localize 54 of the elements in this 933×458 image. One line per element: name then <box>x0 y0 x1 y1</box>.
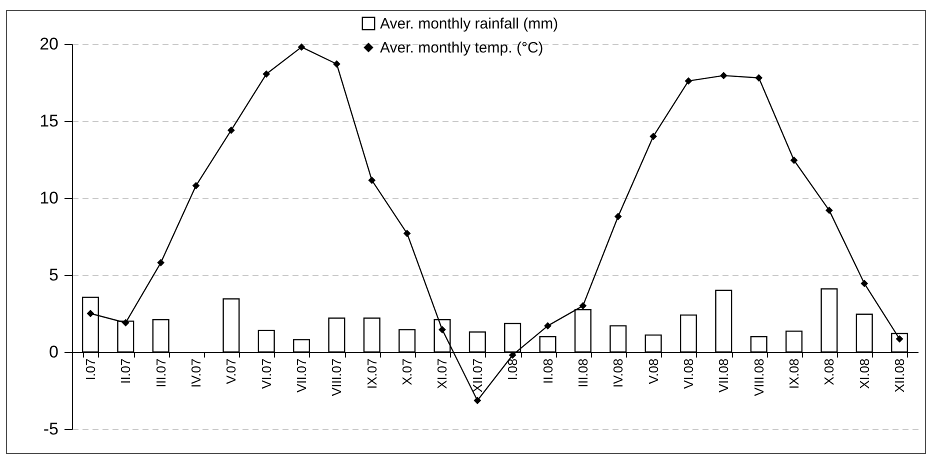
x-tick-label: VIII.07 <box>329 358 344 396</box>
point <box>368 176 376 184</box>
x-tick-label: XI.08 <box>856 358 872 389</box>
x-tick-label: VI.08 <box>680 358 696 389</box>
x-tick-label: I.08 <box>505 358 520 380</box>
x-tick-label: X.08 <box>822 358 837 386</box>
x-tick-label: IX.07 <box>364 358 380 389</box>
point <box>614 212 622 220</box>
x-tick-label: V.07 <box>224 358 239 384</box>
point <box>825 206 833 214</box>
point <box>474 396 482 404</box>
point <box>403 230 411 238</box>
point <box>684 77 692 85</box>
point <box>860 280 868 288</box>
y-tick-label: 15 <box>40 112 58 130</box>
point <box>720 72 728 80</box>
point <box>544 322 552 330</box>
x-tick-label: III.08 <box>575 358 590 388</box>
point <box>227 126 235 134</box>
x-tick-label: X.07 <box>400 358 415 386</box>
point <box>508 351 516 359</box>
y-tick-label: 20 <box>40 34 58 54</box>
point <box>755 74 763 82</box>
y-tick-label: 5 <box>49 266 58 284</box>
x-tick-label: VIII.08 <box>751 358 766 396</box>
y-tick-label: 0 <box>49 342 58 362</box>
point <box>122 319 130 326</box>
x-tick-label: XI.07 <box>434 358 450 389</box>
point <box>579 302 587 310</box>
x-tick-label: VII.08 <box>716 358 732 392</box>
point <box>86 310 94 318</box>
x-tick-label: IV.08 <box>610 358 626 388</box>
x-tick-label: V.08 <box>646 358 661 384</box>
x-tick-label: XII.07 <box>470 358 485 392</box>
x-tick-label: IX.08 <box>786 358 802 389</box>
point <box>650 132 658 140</box>
point <box>298 43 306 51</box>
x-tick-label: IV.07 <box>188 358 204 388</box>
x-tick-label: II.08 <box>540 358 556 384</box>
point <box>192 182 200 190</box>
legend-label: Aver. monthly temp. (°C) <box>380 40 544 56</box>
y-tick-label: -5 <box>43 420 58 438</box>
x-tick-label: III.07 <box>153 358 168 388</box>
point <box>262 70 270 78</box>
x-tick-label: I.07 <box>82 358 98 380</box>
x-tick-label: XII.08 <box>892 358 908 392</box>
legend-label: Aver. monthly rainfall (mm) <box>380 16 558 32</box>
point <box>438 326 446 334</box>
y-tick-label: 10 <box>40 188 58 208</box>
x-tick-label: VII.07 <box>294 358 310 392</box>
x-tick-label: II.07 <box>118 358 134 384</box>
point <box>332 60 340 68</box>
x-tick-label: VI.07 <box>258 358 274 389</box>
point <box>157 258 165 266</box>
